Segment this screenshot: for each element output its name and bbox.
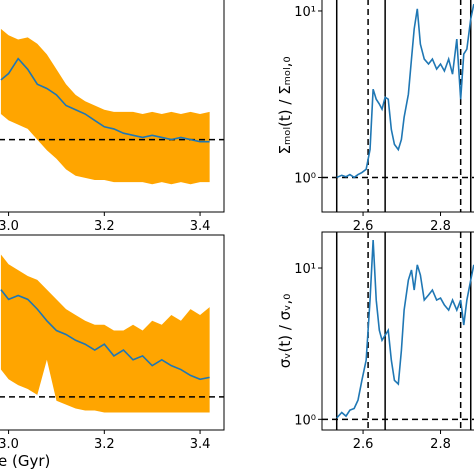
y-tick-label: 10¹ <box>294 5 316 20</box>
x-tick-label: 2.6 <box>353 437 374 452</box>
x-tick-label: 3.4 <box>190 219 211 234</box>
plot-frame <box>0 234 225 431</box>
band <box>0 254 210 413</box>
series-line <box>0 57 210 143</box>
x-tick-label: 3.2 <box>94 437 115 452</box>
plot-frame <box>321 231 474 431</box>
y-axis-label: σᵥ(t) / σᵥ,₀ <box>276 294 294 368</box>
y-axis-label: Σₘₒₗ(t) / Σₘₒₗ,₀ <box>276 57 294 155</box>
x-tick-label: 2.6 <box>353 219 374 234</box>
x-tick-label: 3.0 <box>0 219 19 234</box>
x-axis-label: e (Gyr) <box>0 452 50 470</box>
y-tick-label: 10¹ <box>294 262 316 277</box>
x-tick-label: 3.4 <box>190 437 211 452</box>
plot-frame <box>321 0 474 213</box>
y-tick-label: 10⁰ <box>294 171 316 186</box>
plot-frame <box>0 0 225 213</box>
x-tick-label: 2.8 <box>430 219 451 234</box>
x-tick-label: 3.2 <box>94 219 115 234</box>
x-tick-label: 3.0 <box>0 437 19 452</box>
series-line <box>336 3 474 179</box>
x-tick-label: 2.8 <box>430 437 451 452</box>
band <box>0 28 210 185</box>
series-line <box>0 289 210 381</box>
series-line <box>336 240 474 419</box>
y-tick-label: 10⁰ <box>294 413 316 428</box>
